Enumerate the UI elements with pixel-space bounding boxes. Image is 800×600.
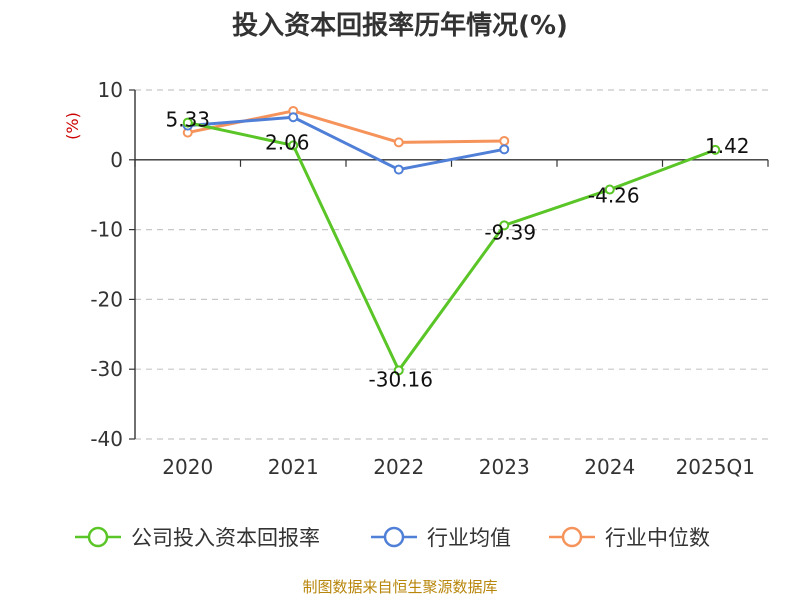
data-label: 1.42 — [705, 134, 750, 158]
data-labels: 5.33 2.06 -30.16 -9.39 -4.26 1.42 — [165, 108, 749, 392]
series-line — [187, 109, 505, 144]
x-tick-label: 2021 — [268, 455, 319, 479]
x-tick-label: 2020 — [162, 455, 213, 479]
x-tick-labels: 2020 2021 2022 2023 2024 2025Q1 — [162, 455, 755, 479]
y-tick-labels: 10 0 -10 -20 -30 -40 — [90, 78, 123, 451]
data-point — [393, 137, 404, 148]
legend-label: 行业均值 — [427, 526, 511, 550]
data-label: 2.06 — [265, 130, 310, 154]
data-label: -9.39 — [484, 220, 536, 244]
legend-label: 公司投入资本回报率 — [131, 526, 320, 550]
legend-marker — [561, 526, 583, 548]
x-tick-label: 2022 — [373, 455, 424, 479]
data-point — [604, 184, 615, 195]
y-tick-label: 10 — [98, 78, 123, 102]
data-point — [393, 365, 404, 376]
legend-label: 行业中位数 — [605, 526, 710, 550]
legend: 公司投入资本回报率 行业均值 行业中位数 — [75, 526, 710, 550]
chart-title: 投入资本回报率历年情况(%) — [232, 10, 568, 41]
x-tick-label: 2025Q1 — [676, 455, 755, 479]
y-tick-label: -10 — [90, 218, 123, 242]
x-tick-label: 2023 — [479, 455, 530, 479]
data-label: -4.26 — [588, 184, 640, 208]
y-tick-label: -20 — [90, 287, 123, 311]
data-point — [393, 164, 404, 175]
series-lines — [182, 105, 721, 376]
data-point — [710, 144, 721, 155]
series-line — [187, 115, 505, 172]
data-point — [499, 144, 510, 155]
data-label: -30.16 — [369, 367, 433, 391]
y-axis-unit: (%) — [63, 112, 82, 140]
y-tick-label: -30 — [90, 357, 123, 381]
legend-marker — [87, 526, 109, 548]
legend-marker — [383, 526, 405, 548]
data-point — [182, 117, 193, 128]
data-point — [288, 112, 299, 123]
series-line — [187, 121, 716, 372]
y-tick-label: 0 — [110, 148, 123, 172]
data-label: 5.33 — [165, 108, 210, 132]
data-point — [499, 135, 510, 146]
data-point — [288, 140, 299, 151]
source-note: 制图数据来自恒生聚源数据库 — [302, 578, 497, 596]
x-tick-label: 2024 — [584, 455, 635, 479]
data-point — [499, 220, 510, 231]
y-tick-label: -40 — [90, 427, 123, 451]
